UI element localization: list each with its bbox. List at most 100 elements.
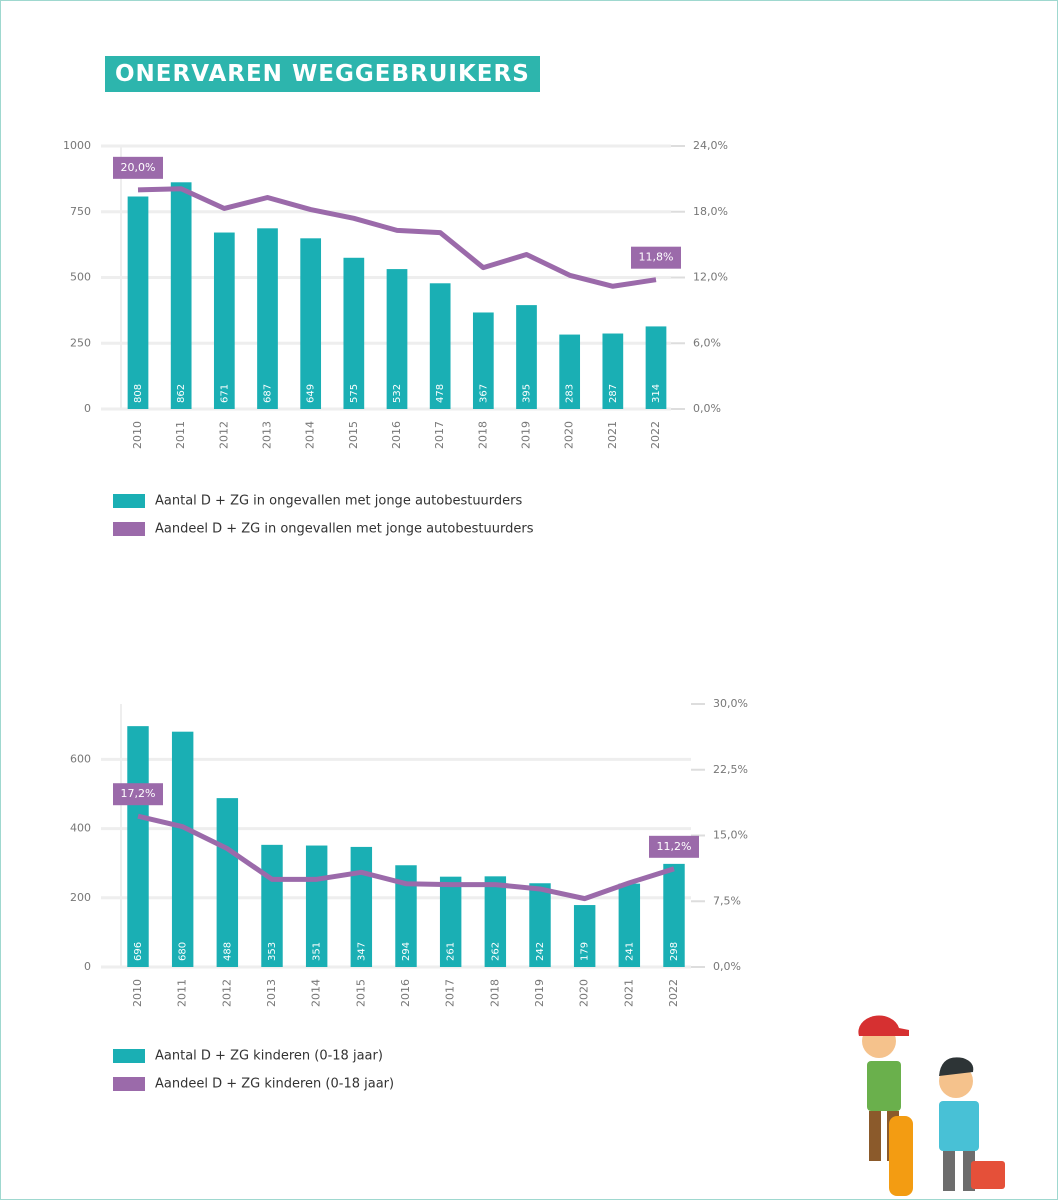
bar bbox=[170, 182, 192, 409]
legend-swatch bbox=[113, 494, 145, 508]
y2-tick-label: 7,5% bbox=[713, 894, 741, 907]
x-tick-label: 2015 bbox=[347, 421, 360, 449]
illustration bbox=[858, 1015, 1005, 1196]
bar-label: 287 bbox=[608, 384, 619, 403]
y-tick-label: 200 bbox=[70, 891, 91, 904]
x-tick-label: 2012 bbox=[217, 421, 230, 449]
x-tick-label: 2013 bbox=[261, 421, 274, 449]
y2-tick-label: 6,0% bbox=[693, 336, 721, 349]
x-tick-label: 2014 bbox=[304, 421, 317, 449]
bar-label: 649 bbox=[306, 384, 317, 403]
x-tick-label: 2018 bbox=[476, 421, 489, 449]
y2-tick-label: 12,0% bbox=[693, 271, 728, 284]
value-label-box bbox=[113, 783, 163, 806]
bar bbox=[300, 238, 322, 409]
bar bbox=[439, 876, 462, 967]
x-tick-label: 2011 bbox=[176, 979, 189, 1007]
bar bbox=[386, 269, 408, 409]
y2-tick-label: 18,0% bbox=[693, 205, 728, 218]
x-tick-label: 2017 bbox=[433, 421, 446, 449]
x-tick-label: 2016 bbox=[399, 979, 412, 1007]
x-tick-label: 2017 bbox=[444, 979, 457, 1007]
bar-label: 478 bbox=[435, 384, 446, 403]
y-tick-label: 1000 bbox=[63, 139, 91, 152]
bar bbox=[305, 845, 328, 967]
value-label: 20,0% bbox=[121, 161, 156, 174]
y-tick-label: 750 bbox=[70, 205, 91, 218]
value-label-box bbox=[631, 246, 681, 269]
bar-label: 575 bbox=[349, 384, 360, 403]
bar-label: 294 bbox=[401, 942, 412, 961]
x-tick-label: 2011 bbox=[174, 421, 187, 449]
y-tick-label: 0 bbox=[84, 402, 91, 415]
bar bbox=[618, 883, 641, 967]
bar-label: 347 bbox=[356, 942, 367, 961]
bar-label: 680 bbox=[178, 942, 189, 961]
bar bbox=[645, 326, 667, 409]
bar bbox=[395, 865, 417, 967]
y2-tick-label: 30,0% bbox=[713, 697, 748, 710]
x-tick-label: 2022 bbox=[667, 979, 680, 1007]
bar-label: 687 bbox=[263, 384, 274, 403]
x-tick-label: 2012 bbox=[220, 979, 233, 1007]
legend-label: Aantal D + ZG kinderen (0-18 jaar) bbox=[155, 1049, 383, 1064]
bar-label: 353 bbox=[267, 942, 278, 961]
bar bbox=[429, 283, 451, 409]
value-label-box bbox=[649, 835, 699, 858]
bar bbox=[127, 726, 149, 967]
bar bbox=[484, 876, 507, 967]
bar-label: 696 bbox=[133, 942, 144, 961]
x-tick-label: 2020 bbox=[563, 421, 576, 449]
value-label: 11,8% bbox=[639, 251, 674, 264]
y2-tick-label: 0,0% bbox=[693, 402, 721, 415]
x-tick-label: 2020 bbox=[578, 979, 591, 1007]
legend-swatch bbox=[113, 522, 145, 536]
bar bbox=[350, 846, 373, 967]
page-title: ONERVAREN WEGGEBRUIKERS bbox=[105, 56, 540, 92]
legend-label: Aantal D + ZG in ongevallen met jonge au… bbox=[155, 494, 523, 509]
y-tick-label: 600 bbox=[70, 752, 91, 765]
y2-tick-label: 0,0% bbox=[713, 960, 741, 973]
x-tick-label: 2016 bbox=[390, 421, 403, 449]
legend-label: Aandeel D + ZG kinderen (0-18 jaar) bbox=[155, 1077, 394, 1092]
x-tick-label: 2010 bbox=[131, 979, 144, 1007]
x-tick-label: 2021 bbox=[606, 421, 619, 449]
x-tick-label: 2013 bbox=[265, 979, 278, 1007]
y2-tick-label: 24,0% bbox=[693, 139, 728, 152]
value-label-box bbox=[113, 156, 163, 179]
legend-label: Aandeel D + ZG in ongevallen met jonge a… bbox=[155, 522, 534, 537]
x-tick-label: 2019 bbox=[520, 421, 533, 449]
bar bbox=[171, 731, 194, 967]
bar-label: 283 bbox=[565, 384, 576, 403]
bar-label: 367 bbox=[478, 384, 489, 403]
y2-tick-label: 22,5% bbox=[713, 763, 748, 776]
x-tick-label: 2010 bbox=[131, 421, 144, 449]
bar bbox=[472, 312, 494, 409]
y2-tick-label: 15,0% bbox=[713, 829, 748, 842]
bar bbox=[127, 196, 149, 409]
y-tick-label: 400 bbox=[70, 822, 91, 835]
legend-swatch bbox=[113, 1049, 145, 1063]
bar-label: 671 bbox=[219, 384, 230, 403]
x-tick-label: 2018 bbox=[488, 979, 501, 1007]
bar bbox=[559, 334, 581, 409]
bar bbox=[573, 905, 596, 967]
legend-swatch bbox=[113, 1077, 145, 1091]
bar bbox=[663, 863, 685, 967]
line bbox=[137, 186, 657, 289]
x-tick-label: 2019 bbox=[533, 979, 546, 1007]
bar bbox=[516, 305, 537, 409]
bar-label: 298 bbox=[669, 942, 680, 961]
value-label: 17,2% bbox=[121, 787, 156, 800]
bar-label: 488 bbox=[222, 942, 233, 961]
bar bbox=[216, 798, 239, 967]
bar bbox=[257, 228, 278, 409]
y-tick-label: 500 bbox=[70, 271, 91, 284]
bar-label: 242 bbox=[535, 942, 546, 961]
y-tick-label: 0 bbox=[84, 960, 91, 973]
bar-label: 261 bbox=[446, 942, 457, 961]
line bbox=[137, 813, 675, 902]
bar-label: 862 bbox=[176, 384, 187, 403]
